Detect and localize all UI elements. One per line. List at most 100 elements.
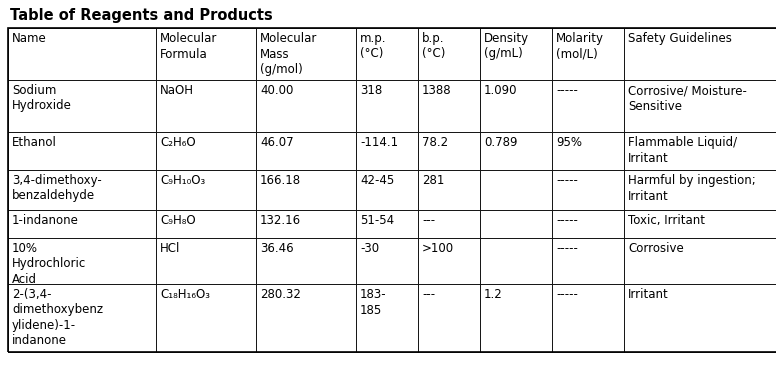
Text: 281: 281 — [422, 174, 445, 187]
Bar — [480, 284, 552, 352]
Text: 78.2: 78.2 — [422, 136, 448, 149]
Text: C₉H₈O: C₉H₈O — [160, 214, 196, 227]
Text: 132.16: 132.16 — [260, 214, 301, 227]
Text: Irritant: Irritant — [628, 288, 669, 301]
Bar — [418, 210, 480, 238]
Bar — [552, 28, 624, 80]
Bar — [156, 284, 256, 352]
Text: Corrosive/ Moisture-
Sensitive: Corrosive/ Moisture- Sensitive — [628, 84, 747, 112]
Bar — [256, 28, 356, 80]
Text: Table of Reagents and Products: Table of Reagents and Products — [10, 8, 272, 23]
Bar — [624, 80, 776, 132]
Bar — [256, 132, 356, 170]
Bar — [356, 80, 418, 132]
Text: 10%
Hydrochloric
Acid: 10% Hydrochloric Acid — [12, 242, 86, 286]
Text: Molarity
(mol/L): Molarity (mol/L) — [556, 32, 604, 60]
Bar — [156, 80, 256, 132]
Bar — [552, 238, 624, 284]
Bar — [552, 170, 624, 210]
Bar — [418, 132, 480, 170]
Text: C₂H₆O: C₂H₆O — [160, 136, 196, 149]
Text: b.p.
(°C): b.p. (°C) — [422, 32, 445, 60]
Text: 0.789: 0.789 — [484, 136, 518, 149]
Text: ---: --- — [422, 214, 435, 227]
Text: C₉H₁₀O₃: C₉H₁₀O₃ — [160, 174, 205, 187]
Text: -----: ----- — [556, 84, 578, 97]
Bar — [8, 238, 156, 284]
Text: -----: ----- — [556, 174, 578, 187]
Text: 166.18: 166.18 — [260, 174, 301, 187]
Text: HCl: HCl — [160, 242, 180, 255]
Bar — [8, 284, 156, 352]
Text: m.p.
(°C): m.p. (°C) — [360, 32, 386, 60]
Bar — [256, 238, 356, 284]
Text: Density
(g/mL): Density (g/mL) — [484, 32, 529, 60]
Text: Toxic, Irritant: Toxic, Irritant — [628, 214, 705, 227]
Bar — [356, 238, 418, 284]
Text: 183-
185: 183- 185 — [360, 288, 386, 316]
Text: ---: --- — [422, 288, 435, 301]
Bar — [552, 284, 624, 352]
Text: 1.2: 1.2 — [484, 288, 503, 301]
Text: Ethanol: Ethanol — [12, 136, 57, 149]
Bar — [8, 210, 156, 238]
Bar — [356, 132, 418, 170]
Bar — [8, 28, 156, 80]
Text: -30: -30 — [360, 242, 379, 255]
Text: 36.46: 36.46 — [260, 242, 293, 255]
Text: Sodium
Hydroxide: Sodium Hydroxide — [12, 84, 72, 112]
Text: -114.1: -114.1 — [360, 136, 398, 149]
Text: Name: Name — [12, 32, 47, 45]
Bar — [480, 210, 552, 238]
Bar — [552, 210, 624, 238]
Text: Molecular
Mass
(g/mol): Molecular Mass (g/mol) — [260, 32, 317, 76]
Bar — [480, 238, 552, 284]
Bar — [552, 80, 624, 132]
Bar — [624, 284, 776, 352]
Text: 40.00: 40.00 — [260, 84, 293, 97]
Bar — [356, 284, 418, 352]
Bar — [156, 132, 256, 170]
Text: 318: 318 — [360, 84, 383, 97]
Bar — [418, 238, 480, 284]
Bar — [552, 132, 624, 170]
Bar — [624, 210, 776, 238]
Text: 1.090: 1.090 — [484, 84, 518, 97]
Text: Corrosive: Corrosive — [628, 242, 684, 255]
Text: -----: ----- — [556, 214, 578, 227]
Text: -----: ----- — [556, 288, 578, 301]
Bar — [624, 132, 776, 170]
Text: Safety Guidelines: Safety Guidelines — [628, 32, 732, 45]
Bar — [256, 80, 356, 132]
Bar — [418, 284, 480, 352]
Bar — [480, 170, 552, 210]
Bar — [356, 170, 418, 210]
Bar — [624, 238, 776, 284]
Text: -----: ----- — [556, 242, 578, 255]
Bar — [156, 210, 256, 238]
Text: 46.07: 46.07 — [260, 136, 293, 149]
Text: 42-45: 42-45 — [360, 174, 394, 187]
Bar — [624, 28, 776, 80]
Text: 95%: 95% — [556, 136, 582, 149]
Text: 3,4-dimethoxy-
benzaldehyde: 3,4-dimethoxy- benzaldehyde — [12, 174, 102, 203]
Bar — [356, 28, 418, 80]
Text: 280.32: 280.32 — [260, 288, 301, 301]
Bar — [418, 28, 480, 80]
Bar — [418, 170, 480, 210]
Bar — [480, 132, 552, 170]
Bar — [156, 28, 256, 80]
Bar — [624, 170, 776, 210]
Bar — [256, 284, 356, 352]
Bar — [8, 28, 776, 352]
Bar — [8, 170, 156, 210]
Text: 2-(3,4-
dimethoxybenz
ylidene)-1-
indanone: 2-(3,4- dimethoxybenz ylidene)-1- indano… — [12, 288, 103, 348]
Text: Molecular
Formula: Molecular Formula — [160, 32, 217, 60]
Text: 1388: 1388 — [422, 84, 452, 97]
Bar — [8, 80, 156, 132]
Text: 51-54: 51-54 — [360, 214, 394, 227]
Bar — [256, 210, 356, 238]
Bar — [356, 210, 418, 238]
Bar — [156, 170, 256, 210]
Bar — [156, 238, 256, 284]
